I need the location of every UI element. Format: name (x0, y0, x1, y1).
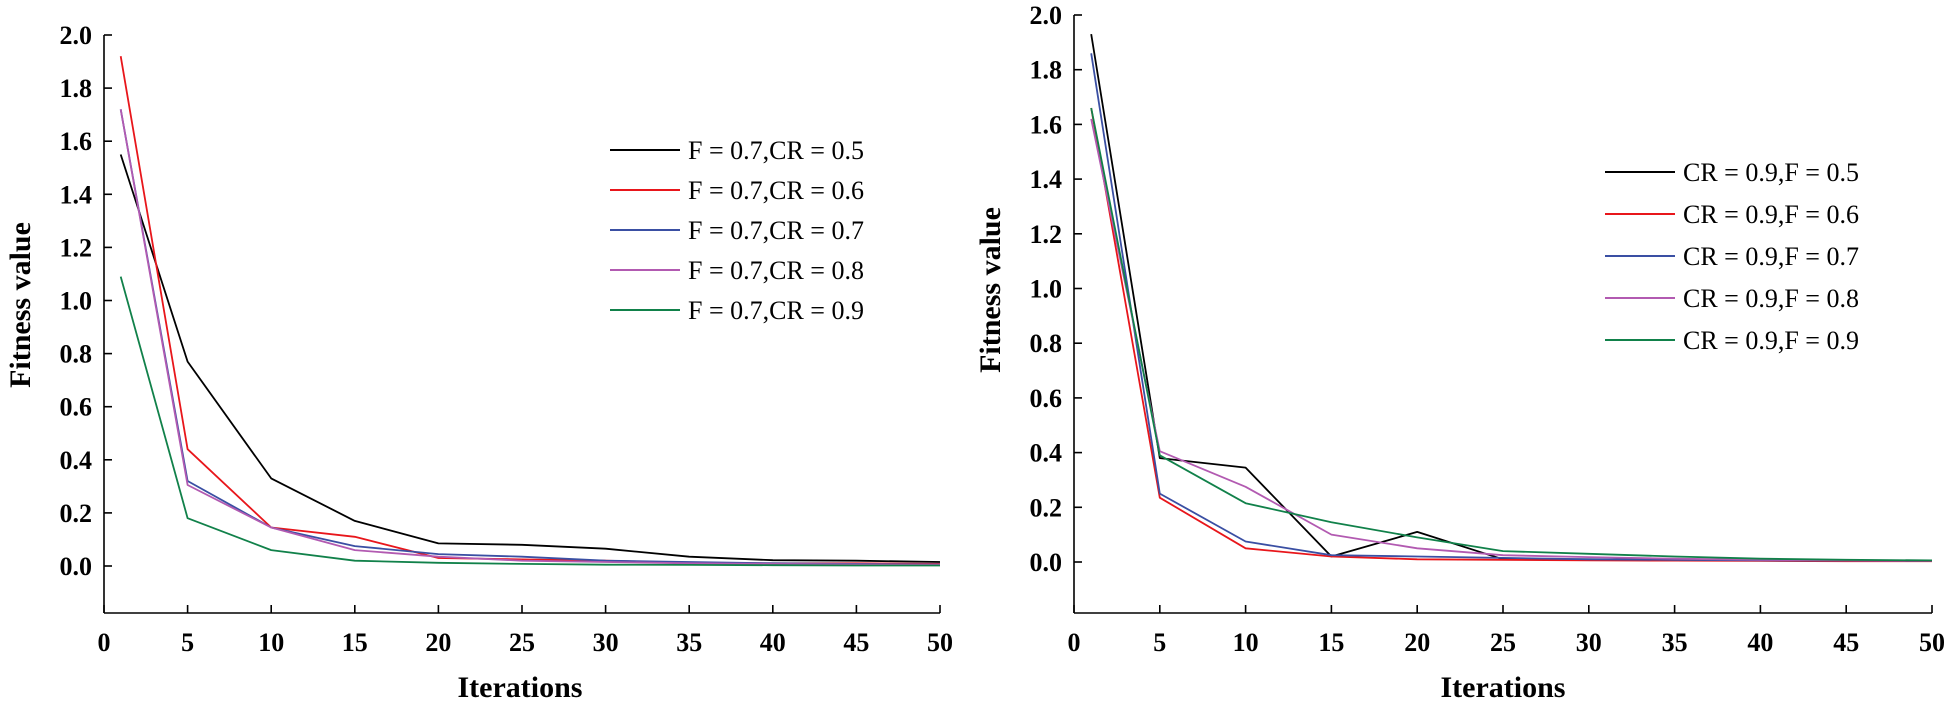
legend: CR = 0.9,F = 0.5 CR = 0.9,F = 0.6 CR = 0.9… (1605, 158, 1859, 355)
x-tick-label: 20 (1404, 628, 1430, 657)
y-tick-label: 0.8 (1030, 329, 1063, 358)
x-axis-title: Iterations (458, 671, 583, 704)
x-tick-label: 15 (1318, 628, 1344, 657)
y-tick-label: 1.0 (60, 287, 93, 316)
y-tick-label: 0.4 (1030, 439, 1063, 468)
x-tick-label: 10 (1233, 628, 1259, 657)
legend-label: CR = 0.9,F = 0.9 (1683, 326, 1859, 355)
y-tick-label: 1.2 (1030, 220, 1063, 249)
legend-label: F = 0.7,CR = 0.6 (688, 176, 864, 205)
y-tick-label: 2.0 (1030, 1, 1063, 30)
y-tick-label: 1.6 (1030, 110, 1063, 139)
x-tick-label: 50 (1919, 628, 1945, 657)
series-line-5 (119, 276, 940, 567)
legend-label: F = 0.7,CR = 0.7 (688, 216, 864, 245)
y-axis-title: Fitness value (974, 207, 1007, 373)
x-tick-label: 50 (927, 628, 953, 657)
y-tick-label: 1.0 (1030, 275, 1063, 304)
y-tick-label: 1.6 (60, 127, 93, 156)
x-tick-label: 40 (1747, 628, 1773, 657)
x-tick-label: 5 (181, 628, 194, 657)
y-tick-label: 0.2 (1030, 493, 1063, 522)
x-tick-label: 25 (1490, 628, 1516, 657)
legend-label: F = 0.7,CR = 0.9 (688, 296, 864, 325)
legend-label: F = 0.7,CR = 0.8 (688, 256, 864, 285)
y-tick-label: 0.0 (60, 552, 93, 581)
x-tick-label: 35 (1662, 628, 1688, 657)
x-tick-label: 45 (843, 628, 869, 657)
series-line-5 (1090, 107, 1933, 562)
x-tick-label: 35 (676, 628, 702, 657)
x-tick-label: 0 (98, 628, 111, 657)
x-tick-label: 30 (593, 628, 619, 657)
legend-label: CR = 0.9,F = 0.7 (1683, 242, 1859, 271)
y-tick-label: 1.4 (1030, 165, 1063, 194)
y-tick-label: 1.8 (60, 74, 93, 103)
legend: F = 0.7,CR = 0.5 F = 0.7,CR = 0.6 F = 0.7,… (610, 136, 864, 325)
y-tick-label: 1.8 (1030, 56, 1063, 85)
y-tick-label: 0.6 (60, 393, 93, 422)
legend-label: CR = 0.9,F = 0.5 (1683, 158, 1859, 187)
legend-label: CR = 0.9,F = 0.6 (1683, 200, 1859, 229)
y-tick-label: 0.0 (1030, 548, 1063, 577)
y-tick-label: 0.4 (60, 446, 93, 475)
x-tick-label: 5 (1153, 628, 1166, 657)
y-tick-label: 0.6 (1030, 384, 1063, 413)
x-tick-label: 10 (258, 628, 284, 657)
y-tick-label: 1.2 (60, 233, 93, 262)
y-tick-label: 0.8 (60, 340, 93, 369)
legend-label: F = 0.7,CR = 0.5 (688, 136, 864, 165)
x-tick-label: 0 (1068, 628, 1081, 657)
series-line-1 (119, 154, 941, 563)
y-tick-label: 2.0 (60, 21, 93, 50)
y-axis-title: Fitness value (4, 222, 37, 388)
chart-panel-1: 0.0 0.2 0.4 0.6 0.8 1.0 1.2 1.4 1.6 1.8 2.0 0 5 10 15 2… (4, 21, 953, 704)
series-line-4 (119, 109, 941, 566)
x-tick-label: 40 (760, 628, 786, 657)
series-line-4 (1090, 118, 1933, 562)
legend-label: CR = 0.9,F = 0.8 (1683, 284, 1859, 313)
x-axis-title: Iterations (1441, 671, 1566, 704)
x-tick-label: 25 (509, 628, 535, 657)
x-tick-label: 15 (342, 628, 368, 657)
x-tick-label: 20 (425, 628, 451, 657)
chart-panel-2: 0.0 0.2 0.4 0.6 0.8 1.0 1.2 1.4 1.6 1.8 2.0 0 5 10 15 2… (974, 1, 1945, 704)
y-tick-label: 0.2 (60, 499, 93, 528)
y-tick-label: 1.4 (60, 180, 93, 209)
x-tick-label: 45 (1833, 628, 1859, 657)
x-tick-label: 30 (1576, 628, 1602, 657)
